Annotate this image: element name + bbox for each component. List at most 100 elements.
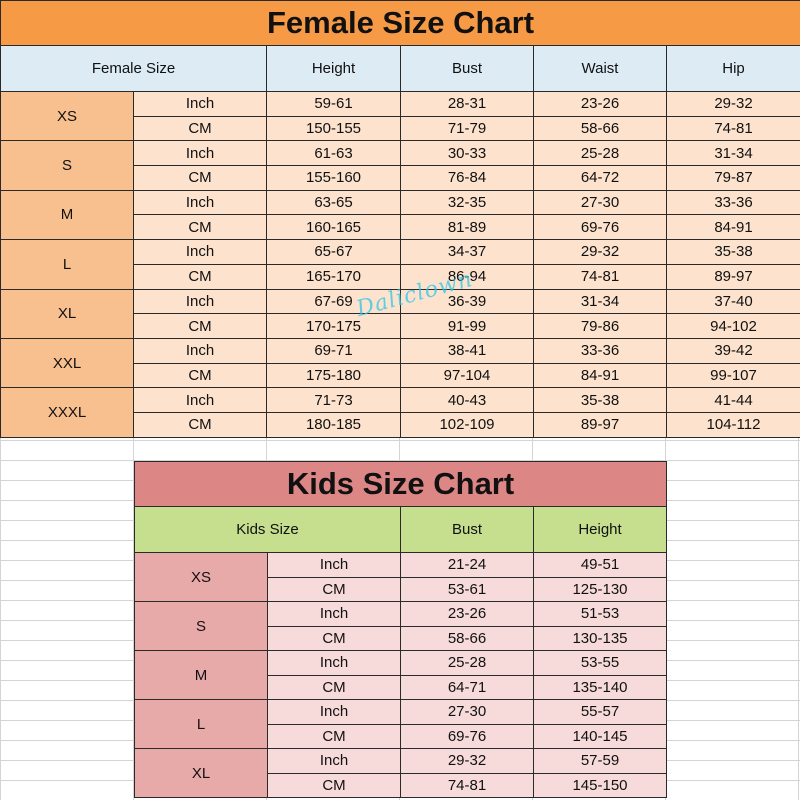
measurement-cell: 130-135 <box>532 625 668 651</box>
measurement-cell: 39-42 <box>665 337 800 364</box>
measurement-cell: 84-91 <box>533 362 667 389</box>
measurement-cell: 63-65 <box>266 189 401 216</box>
height-header: Height <box>266 45 401 92</box>
measurement-cell: 53-55 <box>532 650 668 676</box>
measurement-cell: 36-39 <box>400 288 534 315</box>
measurement-cell: 35-38 <box>665 239 800 265</box>
measurement-cell: 91-99 <box>400 313 534 339</box>
measurement-cell: 21-24 <box>400 552 534 578</box>
measurement-cell: 34-37 <box>400 239 534 265</box>
measurement-cell: 79-87 <box>665 165 800 191</box>
measurement-cell: 23-26 <box>400 601 534 627</box>
size-label: XL <box>134 748 268 798</box>
unit-label: CM <box>267 772 401 798</box>
measurement-cell: 38-41 <box>400 337 534 364</box>
table-row: L Inch 27-30 55-57 <box>134 699 668 749</box>
measurement-cell: 170-175 <box>266 313 401 339</box>
kids-size-chart: Kids Size Chart Kids Size Bust Height XS… <box>133 461 668 798</box>
measurement-cell: 64-72 <box>533 165 667 191</box>
measurement-cell: 29-32 <box>665 91 800 117</box>
measurement-cell: 155-160 <box>266 165 401 191</box>
measurement-cell: 135-140 <box>532 674 668 700</box>
table-row: XS Inch 21-24 49-51 <box>134 552 668 602</box>
unit-label: Inch <box>133 91 267 117</box>
unit-label: CM <box>267 576 401 602</box>
table-row: CM 58-66 130-135 <box>135 625 668 651</box>
table-row: CM 180-185 102-109 89-97 104-112 <box>1 411 800 438</box>
size-label: S <box>134 601 268 651</box>
measurement-cell: 94-102 <box>665 313 800 339</box>
measurement-cell: 84-91 <box>665 214 800 241</box>
table-row: S Inch 23-26 51-53 <box>134 601 668 651</box>
measurement-cell: 33-36 <box>533 337 667 364</box>
measurement-cell: 41-44 <box>665 387 800 413</box>
measurement-cell: 58-66 <box>400 625 534 651</box>
measurement-cell: 102-109 <box>400 411 534 438</box>
bust-header: Bust <box>400 45 534 92</box>
measurement-cell: 79-86 <box>533 313 667 339</box>
measurement-cell: 40-43 <box>400 387 534 413</box>
female-size-chart: Female Size Chart Female Size Height Bus… <box>0 0 800 438</box>
unit-label: CM <box>267 674 401 700</box>
measurement-cell: 76-84 <box>400 165 534 191</box>
unit-label: CM <box>133 362 267 389</box>
unit-label: Inch <box>267 552 401 578</box>
table-row: XL Inch 29-32 57-59 <box>134 748 668 798</box>
kids-size-header: Kids Size <box>134 506 401 553</box>
size-label: XS <box>0 90 134 142</box>
measurement-cell: 89-97 <box>665 263 800 290</box>
unit-label: CM <box>267 625 401 651</box>
table-row: CM 150-155 71-79 58-66 74-81 <box>1 115 800 142</box>
size-label: L <box>134 699 268 749</box>
measurement-cell: 55-57 <box>532 699 668 725</box>
unit-label: Inch <box>133 337 267 364</box>
unit-label: Inch <box>267 601 401 627</box>
measurement-cell: 35-38 <box>533 387 667 413</box>
measurement-cell: 74-81 <box>665 115 800 142</box>
table-row: XXL Inch 69-71 38-41 33-36 39-42 <box>0 337 800 389</box>
measurement-cell: 74-81 <box>400 772 534 798</box>
table-row: XS Inch 59-61 28-31 23-26 29-32 <box>0 90 800 142</box>
unit-label: Inch <box>133 140 267 167</box>
hip-header: Hip <box>665 45 800 92</box>
measurement-cell: 27-30 <box>400 699 534 725</box>
measurement-cell: 25-28 <box>533 140 667 167</box>
measurement-cell: 150-155 <box>266 115 401 142</box>
unit-label: CM <box>267 723 401 749</box>
measurement-cell: 69-71 <box>266 337 401 364</box>
measurement-cell: 49-51 <box>532 552 668 578</box>
unit-label: CM <box>133 214 267 241</box>
measurement-cell: 71-73 <box>266 387 401 413</box>
measurement-cell: 160-165 <box>266 214 401 241</box>
measurement-cell: 69-76 <box>400 723 534 749</box>
measurement-cell: 23-26 <box>533 91 667 117</box>
measurement-cell: 69-76 <box>533 214 667 241</box>
unit-label: Inch <box>133 387 267 413</box>
measurement-cell: 33-36 <box>665 189 800 216</box>
measurement-cell: 65-67 <box>266 239 401 265</box>
unit-label: Inch <box>267 650 401 676</box>
table-row: CM 74-81 145-150 <box>135 772 668 798</box>
unit-label: CM <box>133 115 267 142</box>
table-row: XXXL Inch 71-73 40-43 35-38 41-44 <box>0 387 800 438</box>
unit-label: CM <box>133 263 267 290</box>
size-label: XL <box>0 288 134 339</box>
table-row: CM 175-180 97-104 84-91 99-107 <box>1 362 800 389</box>
unit-label: Inch <box>267 748 401 774</box>
waist-header: Waist <box>533 45 667 92</box>
table-row: CM 64-71 135-140 <box>135 674 668 700</box>
measurement-cell: 28-31 <box>400 91 534 117</box>
female-chart-title: Female Size Chart <box>0 0 800 46</box>
kids-height-header: Height <box>532 506 668 553</box>
unit-label: CM <box>133 313 267 339</box>
measurement-cell: 81-89 <box>400 214 534 241</box>
measurement-cell: 37-40 <box>665 288 800 315</box>
measurement-cell: 175-180 <box>266 362 401 389</box>
measurement-cell: 165-170 <box>266 263 401 290</box>
unit-label: Inch <box>133 189 267 216</box>
measurement-cell: 86-94 <box>400 263 534 290</box>
table-row: CM 160-165 81-89 69-76 84-91 <box>1 214 800 241</box>
measurement-cell: 32-35 <box>400 189 534 216</box>
measurement-cell: 61-63 <box>266 140 401 167</box>
measurement-cell: 25-28 <box>400 650 534 676</box>
